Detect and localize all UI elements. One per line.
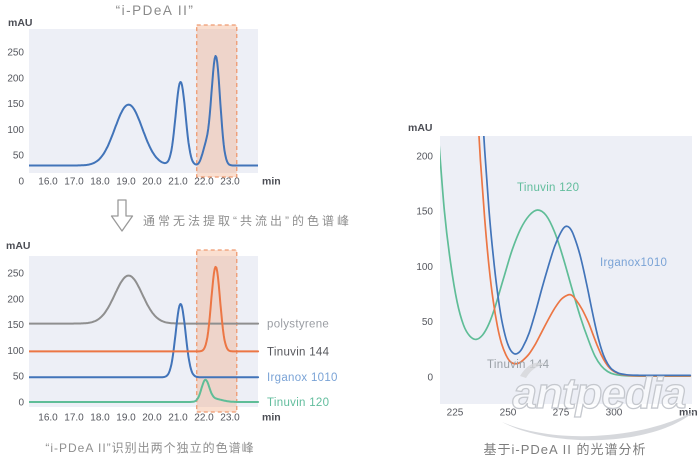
highlight-region-border [196,24,238,178]
right-chart-caption: 基于i-PDeA II 的光谱分析 [483,442,647,457]
x-tick-label: 19.0 [116,413,136,424]
x-tick-label: 16.0 [38,177,58,188]
chart-title: “i-PDeA II” [115,3,195,18]
series-label: Irganox1010 [600,257,667,269]
combined-chromatogram: 0 50 100 150 200 250 16.0 17.0 18.0 19.0 20.0 21.0 2… [7,17,280,188]
y-tick-label: 200 [7,73,24,84]
x-tick-label: 250 [500,408,517,419]
x-unit-label: min [679,407,698,419]
x-tick-label: 275 [553,408,570,419]
down-arrow-icon [110,199,134,232]
x-tick-label: 21.0 [168,177,188,188]
x-tick-label: 20.0 [142,177,162,188]
series-path-irganox1010 [482,136,692,377]
y-tick-label: 200 [7,294,24,305]
y-tick-label: 250 [7,48,24,59]
y-tick-label: 50 [422,317,434,328]
x-tick-label: 22.0 [194,177,214,188]
x-tick-label: 17.0 [64,177,84,188]
deconvoluted-chromatogram: 0 50 100 150 200 250 16.0 17.0 18.0 19.0 20.0 21.0 2… [6,240,338,424]
plot-area [29,256,258,407]
x-tick-label: 300 [606,408,623,419]
x-tick-label: 23.0 [220,413,240,424]
x-tick-label: 225 [447,408,464,419]
series-path-tinuvin-120 [29,378,260,403]
y-tick-label: 50 [13,372,25,383]
y-tick-label: 150 [416,207,433,218]
x-unit-label: min [262,412,281,424]
x-tick-label: 23.0 [220,177,240,188]
y-tick-label: 0 [427,373,433,384]
series-label: Tinuvin 144 [487,359,550,371]
y-tick-label: 250 [7,269,24,280]
series-label: polystyrene [267,319,329,331]
series-label: Tinuvin 120 [517,182,579,194]
series-label: Irganox 1010 [267,372,338,384]
spectra: 0 50 100 150 200 225 250 275 300 mAU min Tinuvin 12… [408,122,698,419]
series-label: Tinuvin 120 [267,397,329,409]
y-tick-label: 100 [7,125,24,136]
x-tick-label: 16.0 [38,413,58,424]
flow-note-text: 通常无法提取“共流出”的色谱峰 [143,214,352,228]
highlight-region-border [196,249,238,413]
y-tick-label: 0 [18,177,24,188]
y-unit-label: mAU [8,17,33,29]
y-tick-label: 200 [416,151,433,162]
series-label: Tinuvin 144 [267,346,330,358]
series-path-tinuvin-120 [440,145,692,377]
y-tick-label: 50 [13,151,25,162]
x-tick-label: 17.0 [64,413,84,424]
y-tick-label: 150 [7,320,24,331]
x-tick-label: 22.0 [194,413,214,424]
x-tick-label: 21.0 [168,413,188,424]
series-path-polystyrene [29,274,260,325]
y-tick-label: 100 [416,262,433,273]
y-unit-label: mAU [6,240,31,252]
series-path-co-eluting-mixture [29,55,258,167]
x-tick-label: 20.0 [142,413,162,424]
left-chart-caption: “i-PDeA II”识别出两个独立的色谱峰 [45,441,255,455]
series-path-tinuvin-144 [29,265,260,353]
y-unit-label: mAU [408,122,433,134]
x-tick-label: 19.0 [116,177,136,188]
y-tick-label: 100 [7,346,24,357]
x-unit-label: min [262,176,281,188]
y-tick-label: 150 [7,99,24,110]
y-tick-label: 0 [18,398,24,409]
x-tick-label: 18.0 [90,177,110,188]
x-tick-label: 18.0 [90,413,110,424]
series-path-irganox-1010 [29,303,260,379]
